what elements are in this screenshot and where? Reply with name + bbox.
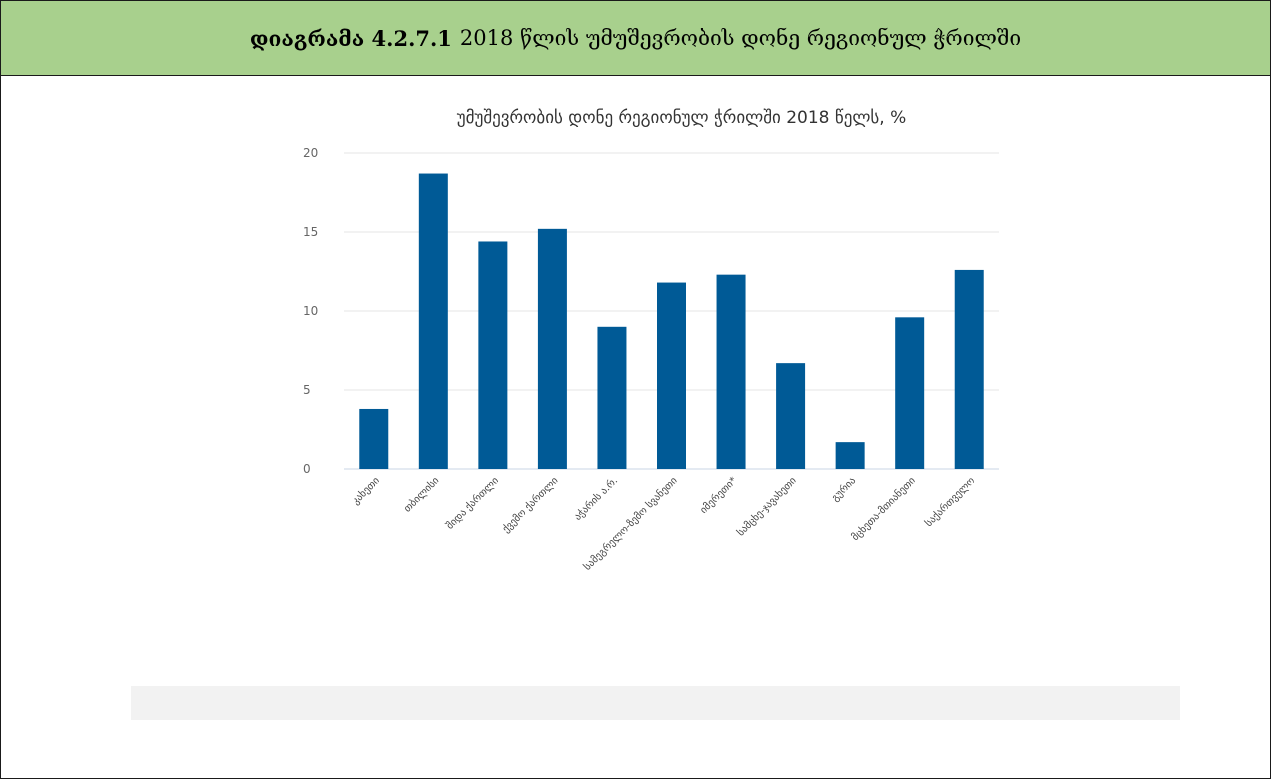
bar-chart: უმუშევრობის დონე რეგიონულ ჭრილში 2018 წე… [281,91,1021,651]
bar [954,269,984,469]
x-category-label: გურია [829,475,858,504]
y-tick-label: 15 [303,225,318,239]
figure-number: დიაგრამა 4.2.7.1 [249,25,452,51]
x-category-label: სამეგრელო-ზემო სვანეთი [581,475,679,573]
figure-header: დიაგრამა 4.2.7.1 2018 წლის უმუშევრობის დ… [1,1,1270,76]
x-category-label: კახეთი [350,475,382,507]
y-tick-label: 20 [303,146,318,160]
bar [478,241,508,469]
bar [835,442,865,469]
x-category-label: თბილისი [401,475,441,515]
bar [359,408,389,469]
bar [716,274,746,469]
x-category-label: შიდა ქართლი [444,475,501,532]
x-category-label: სამცხე-ჯავახეთი [735,475,799,539]
bar [657,282,686,469]
y-tick-label: 10 [303,304,318,318]
bar [895,317,925,469]
figure-caption: 2018 წლის უმუშევრობის დონე რეგიონულ ჭრილ… [459,26,1022,50]
bar [418,173,448,469]
bar [537,228,567,469]
x-category-label: იმერეთი* [698,475,740,517]
x-category-label: ქვემო ქართლი [500,475,561,536]
bar [597,326,627,469]
x-category-label: მცხეთა-მთიანეთი [849,475,918,544]
footer-band [131,686,1180,720]
chart-title: უმუშევრობის დონე რეგიონულ ჭრილში 2018 წე… [457,108,907,128]
y-tick-label: 5 [303,383,311,397]
bar [776,363,806,469]
chart-svg: უმუშევრობის დონე რეგიონულ ჭრილში 2018 წე… [303,108,999,573]
x-category-label: საქართველო [923,475,978,530]
x-category-label: აჭარის ა.რ. [572,475,620,523]
y-tick-label: 0 [303,462,311,476]
